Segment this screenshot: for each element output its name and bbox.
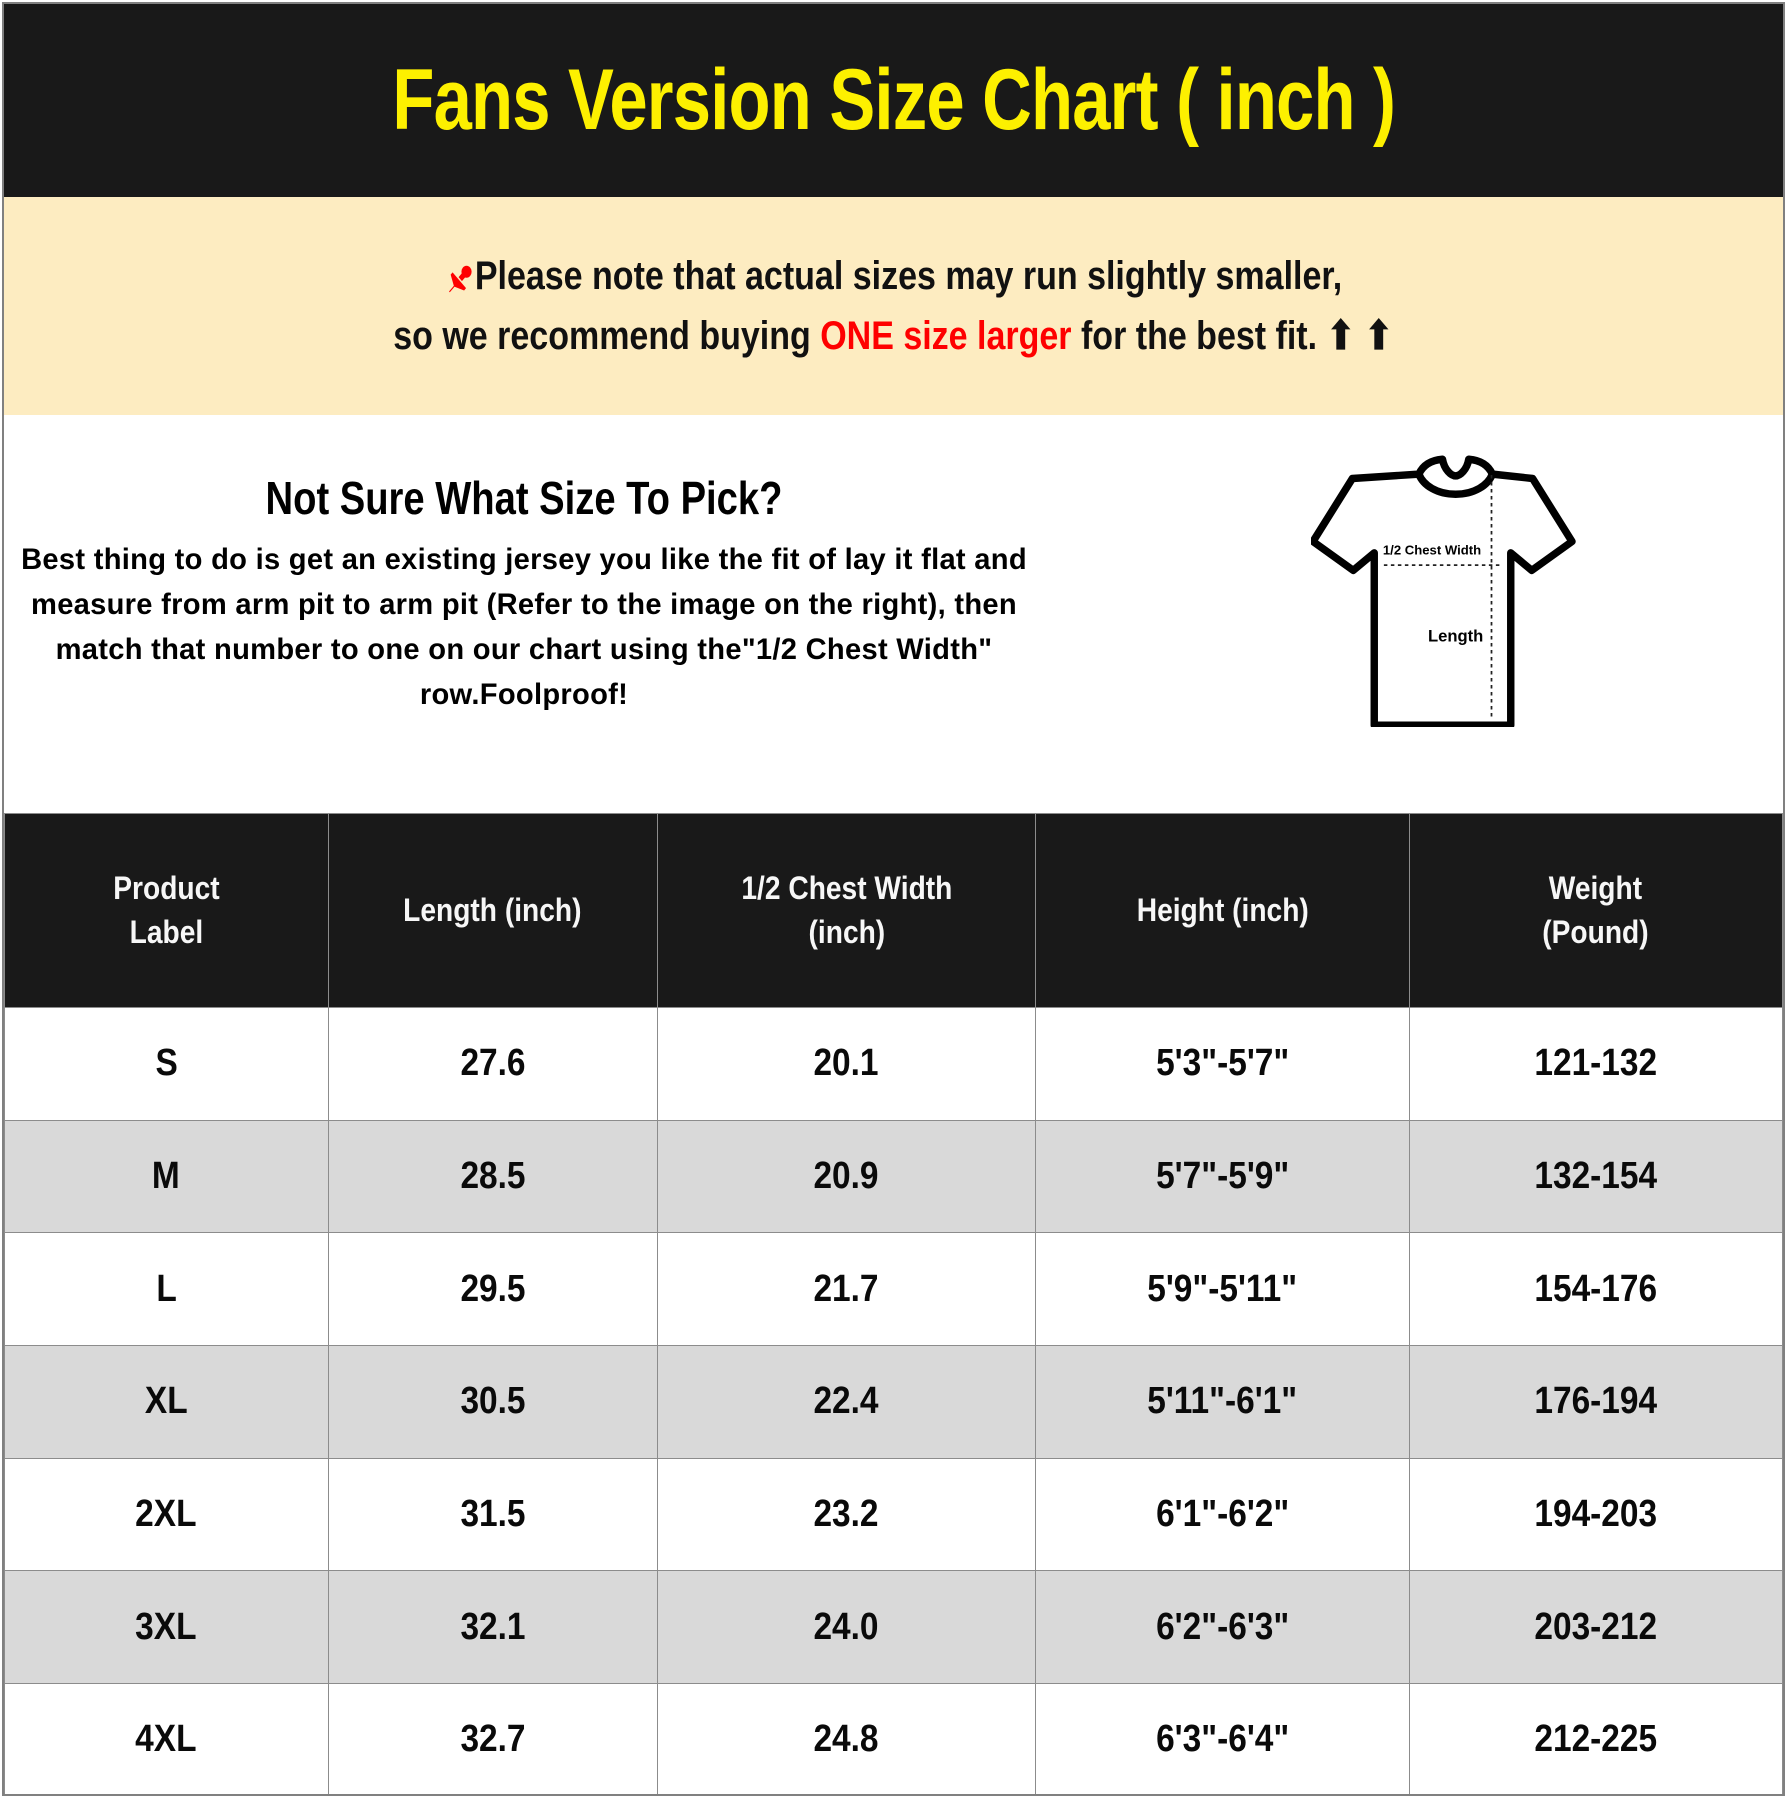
svg-text:Length: Length <box>1428 626 1483 645</box>
svg-text:1/2 Chest Width: 1/2 Chest Width <box>1383 543 1481 558</box>
